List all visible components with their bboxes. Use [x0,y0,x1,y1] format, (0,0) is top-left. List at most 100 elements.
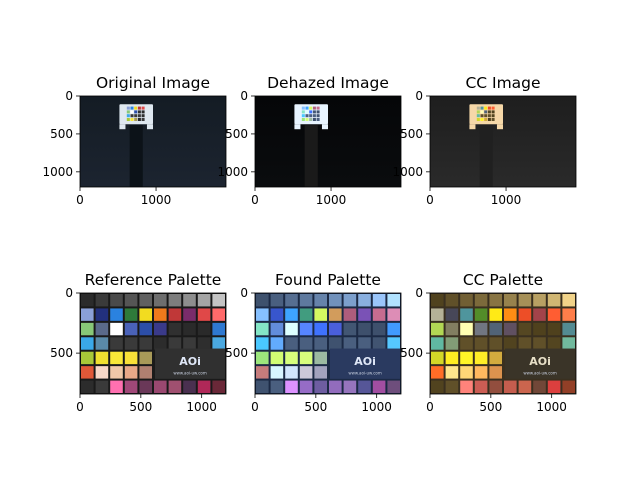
palette-logo: AOi [179,355,201,368]
palette-patch [562,322,575,336]
scene-chart-patch [137,106,141,110]
scene-chart-patch [487,114,491,118]
palette-patch [81,294,94,307]
scene-chart-patch [491,114,495,118]
palette-patch [329,294,342,307]
palette-patch [445,308,459,321]
palette-patch [299,322,313,336]
palette-patch [299,380,313,393]
palette-patch [81,366,94,379]
palette-patch [124,351,138,365]
palette-patch [504,294,517,307]
palette-logo-url: www.aoi-uw.com [523,370,557,375]
palette-patch [270,337,284,350]
palette-patch [270,366,284,379]
palette-patch [460,366,473,379]
scene-chart-patch [309,114,313,118]
palette-logo-url: www.aoi-uw.com [173,370,207,375]
palette-patch [314,351,327,365]
palette-patch [358,294,371,307]
palette-patch [460,351,473,365]
scene-chart-patch [309,106,313,110]
scene-chart-patch [301,118,305,122]
palette-patch [518,337,532,350]
scene-chart-patch [480,118,484,122]
palette-patch [183,322,196,336]
palette-patch [197,337,211,350]
palette-patch [562,337,575,350]
scene-chart-patch [305,106,309,110]
y-tick-label: 500 [225,127,248,141]
axes-frame [254,95,402,188]
palette-patch [547,308,561,321]
palette-patch [110,366,123,379]
palette-patch [372,337,386,350]
palette-patch [489,308,502,321]
palette-patch [212,294,225,307]
palette-patch [329,380,342,393]
palette-patch [81,351,94,365]
palette-patch [168,294,182,307]
palette-patch [110,294,123,307]
palette-patch [387,380,400,393]
palette-patch [314,294,327,307]
palette-patch [372,294,386,307]
palette-patch [533,308,546,321]
palette-patch [562,380,575,393]
palette-patch [95,294,109,307]
palette-patch [81,337,94,350]
y-tick-label: 0 [240,89,248,103]
scene-chart-patch [480,110,484,114]
y-tick-label: 1000 [392,165,423,179]
palette-patch [154,308,167,321]
axes-frame [429,292,577,395]
palette-patch [343,322,357,336]
scene-chart-patch [134,106,138,110]
palette-patch [299,294,313,307]
palette-patch [212,322,225,336]
palette-patch [358,322,371,336]
palette-patch [212,308,225,321]
scene-chart-patch [487,118,491,122]
scene-chart-patch [130,118,134,122]
palette-patch [431,351,444,365]
scene-chart-patch [130,106,134,110]
palette-patch [387,308,400,321]
palette-patch [256,366,269,379]
palette-patch [387,322,400,336]
palette-patch [95,337,109,350]
palette-patch [504,380,517,393]
palette-patch [139,294,152,307]
palette-logo-block [330,348,401,379]
scene-board-foot [321,124,328,130]
scene-chart-patch [301,106,305,110]
palette-patch [372,308,386,321]
palette-patch [256,380,269,393]
palette-patch [387,294,400,307]
palette-patch [358,380,371,393]
palette-patch [124,380,138,393]
palette-patch [270,322,284,336]
palette-patch [139,337,152,350]
palette-patch [474,366,488,379]
palette-patch [474,351,488,365]
palette-patch [343,380,357,393]
palette-patch [183,308,196,321]
palette-patch [460,322,473,336]
palette-patch [285,322,298,336]
palette-patch [431,294,444,307]
x-tick-label: 1000 [186,400,217,414]
x-tick-label: 1000 [316,193,347,207]
palette-patch [533,322,546,336]
y-tick-label: 0 [65,286,73,300]
palette-logo-block [505,348,576,379]
palette-patch [474,308,488,321]
palette-patch [431,380,444,393]
palette-patch [358,337,371,350]
scene-chart-patch [491,110,495,114]
palette-patch [314,337,327,350]
palette-patch [474,322,488,336]
palette-patch [445,294,459,307]
